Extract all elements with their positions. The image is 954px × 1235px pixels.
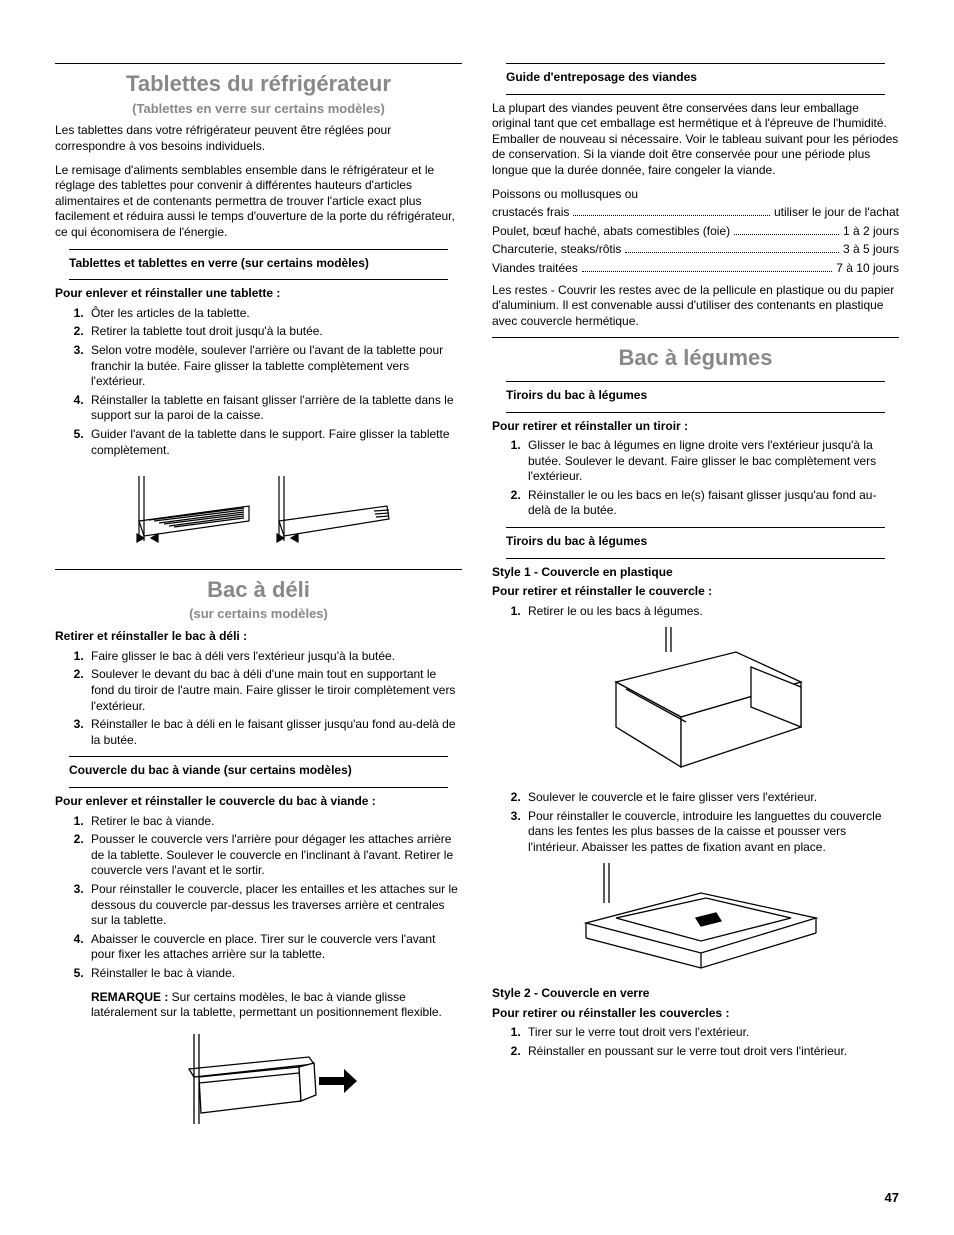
- divider: [506, 63, 885, 64]
- right-column: Guide d'entreposage des viandes La plupa…: [492, 55, 899, 1141]
- crisper-drawer-figure: [492, 627, 899, 782]
- divider: [506, 527, 885, 528]
- step-list: Retirer le ou les bacs à légumes.: [492, 604, 899, 620]
- procedure-heading: Pour retirer ou réinstaller les couvercl…: [492, 1006, 899, 1022]
- procedure-heading: Pour retirer et réinstaller un tiroir :: [492, 419, 899, 435]
- section-title: Bac à légumes: [492, 344, 899, 373]
- storage-row: Poulet, bœuf haché, abats comestibles (f…: [492, 224, 899, 240]
- left-column: Tablettes du réfrigérateur (Tablettes en…: [55, 55, 462, 1141]
- list-item: Réinstaller le bac à déli en le faisant …: [87, 717, 462, 748]
- divider: [69, 787, 448, 788]
- list-item: Retirer la tablette tout droit jusqu'à l…: [87, 324, 462, 340]
- storage-row: crustacés frais utiliser le jour de l'ac…: [492, 205, 899, 221]
- list-item: Réinstaller le ou les bacs en le(s) fais…: [524, 488, 899, 519]
- divider: [55, 569, 462, 570]
- list-item: Réinstaller la tablette en faisant gliss…: [87, 393, 462, 424]
- sub-heading: Couvercle du bac à viande (sur certains …: [69, 763, 448, 779]
- storage-item: crustacés frais: [492, 205, 569, 221]
- list-item: Pour réinstaller le couvercle, placer le…: [87, 882, 462, 929]
- list-item: Soulever le devant du bac à déli d'une m…: [87, 667, 462, 714]
- list-item: Retirer le bac à viande.: [87, 814, 462, 830]
- leader-dots: [582, 271, 832, 272]
- columns: Tablettes du réfrigérateur (Tablettes en…: [55, 55, 899, 1141]
- leader-dots: [573, 215, 770, 216]
- divider: [55, 63, 462, 64]
- list-item: Glisser le bac à légumes en ligne droite…: [524, 438, 899, 485]
- divider: [506, 558, 885, 559]
- section-subtitle: (sur certains modèles): [55, 606, 462, 623]
- procedure-heading: Pour enlever et réinstaller une tablette…: [55, 286, 462, 302]
- storage-item: Viandes traitées: [492, 261, 578, 277]
- procedure-heading: Pour enlever et réinstaller le couvercle…: [55, 794, 462, 810]
- meat-drawer-figure: [55, 1029, 462, 1134]
- body-text: Poissons ou mollusques ou: [492, 187, 899, 203]
- section-subtitle: (Tablettes en verre sur certains modèles…: [55, 101, 462, 118]
- list-item: Faire glisser le bac à déli vers l'extér…: [87, 649, 462, 665]
- shelf-figure: [55, 466, 462, 561]
- leader-dots: [734, 234, 839, 235]
- list-item: Réinstaller le bac à viande.: [87, 966, 462, 982]
- manual-page: Tablettes du réfrigérateur (Tablettes en…: [0, 0, 954, 1235]
- section-title: Bac à déli: [55, 576, 462, 605]
- list-item: Tirer sur le verre tout droit vers l'ext…: [524, 1025, 899, 1041]
- body-text: La plupart des viandes peuvent être cons…: [492, 101, 899, 179]
- step-list: Soulever le couvercle et le faire glisse…: [492, 790, 899, 855]
- divider: [69, 249, 448, 250]
- list-item: Pousser le couvercle vers l'arrière pour…: [87, 832, 462, 879]
- storage-row: Viandes traitées 7 à 10 jours: [492, 261, 899, 277]
- divider: [492, 337, 899, 338]
- storage-row: Charcuterie, steaks/rôtis 3 à 5 jours: [492, 242, 899, 258]
- step-list: Tirer sur le verre tout droit vers l'ext…: [492, 1025, 899, 1059]
- body-text: Le remisage d'aliments semblables ensemb…: [55, 163, 462, 241]
- storage-item: Charcuterie, steaks/rôtis: [492, 242, 621, 258]
- leader-dots: [625, 252, 839, 253]
- step-list: Ôter les articles de la tablette. Retire…: [55, 306, 462, 458]
- step-list: Faire glisser le bac à déli vers l'extér…: [55, 649, 462, 749]
- sub-heading: Tiroirs du bac à légumes: [506, 534, 885, 550]
- style-heading: Style 2 - Couvercle en verre: [492, 986, 899, 1002]
- body-text: Les tablettes dans votre réfrigérateur p…: [55, 123, 462, 154]
- sub-heading: Tiroirs du bac à légumes: [506, 388, 885, 404]
- storage-duration: 7 à 10 jours: [836, 261, 899, 277]
- style-heading: Style 1 - Couvercle en plastique: [492, 565, 899, 581]
- list-item: Réinstaller en poussant sur le verre tou…: [524, 1044, 899, 1060]
- list-item: Pour réinstaller le couvercle, introduir…: [524, 809, 899, 856]
- page-number: 47: [885, 1190, 899, 1207]
- procedure-heading: Pour retirer et réinstaller le couvercle…: [492, 584, 899, 600]
- divider: [69, 279, 448, 280]
- divider: [506, 412, 885, 413]
- sub-heading: Guide d'entreposage des viandes: [506, 70, 885, 86]
- divider: [506, 94, 885, 95]
- list-item: Selon votre modèle, soulever l'arrière o…: [87, 343, 462, 390]
- remark-label: REMARQUE :: [91, 990, 168, 1004]
- list-item: Guider l'avant de la tablette dans le su…: [87, 427, 462, 458]
- storage-duration: 1 à 2 jours: [843, 224, 899, 240]
- divider: [69, 756, 448, 757]
- list-item: Soulever le couvercle et le faire glisse…: [524, 790, 899, 806]
- divider: [506, 381, 885, 382]
- arrow-right-icon: [319, 1069, 357, 1093]
- crisper-cover-figure: [492, 863, 899, 978]
- list-item: Ôter les articles de la tablette.: [87, 306, 462, 322]
- list-item: Abaisser le couvercle en place. Tirer su…: [87, 932, 462, 963]
- storage-item: Poulet, bœuf haché, abats comestibles (f…: [492, 224, 730, 240]
- step-list: Glisser le bac à légumes en ligne droite…: [492, 438, 899, 519]
- sub-heading: Tablettes et tablettes en verre (sur cer…: [69, 256, 448, 272]
- procedure-heading: Retirer et réinstaller le bac à déli :: [55, 629, 462, 645]
- section-title: Tablettes du réfrigérateur: [55, 70, 462, 99]
- list-item: Retirer le ou les bacs à légumes.: [524, 604, 899, 620]
- body-text: Les restes - Couvrir les restes avec de …: [492, 283, 899, 330]
- remark-text: REMARQUE : Sur certains modèles, le bac …: [55, 990, 462, 1021]
- storage-duration: utiliser le jour de l'achat: [774, 205, 899, 221]
- step-list: Retirer le bac à viande. Pousser le couv…: [55, 814, 462, 982]
- storage-duration: 3 à 5 jours: [843, 242, 899, 258]
